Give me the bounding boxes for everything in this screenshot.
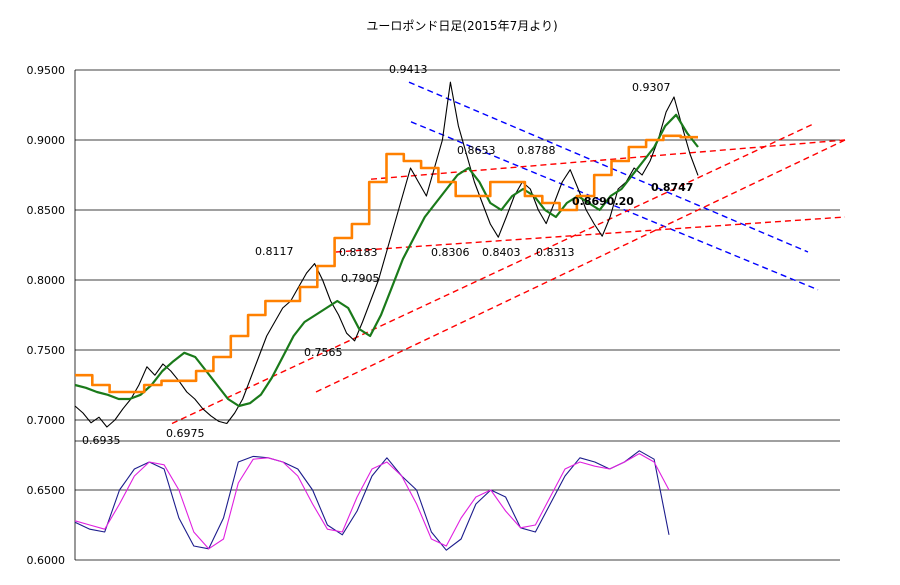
- grid: [74, 69, 840, 561]
- annotation-label: 0.9307: [632, 81, 671, 94]
- series-oscillator-magenta: [74, 453, 670, 550]
- annotation-label: 0.7905: [341, 272, 380, 285]
- annotation-label: 0.8306: [431, 246, 470, 259]
- trendline: [408, 81, 809, 253]
- trendline: [171, 123, 813, 425]
- y-tick-label: 0.8500: [27, 204, 66, 217]
- annotation-label: 0.8313: [536, 246, 575, 259]
- annotation-label: 0.9413: [389, 63, 428, 76]
- annotations: 0.9413 0.9307 0.8653 0.8788 0.8747 0.8690.20 0…: [82, 63, 693, 447]
- y-tick-label: 0.8000: [27, 274, 66, 287]
- annotation-label: 0.7565: [304, 346, 343, 359]
- trendline: [410, 121, 819, 291]
- annotation-label: 0.6975: [166, 427, 205, 440]
- annotation-label: 0.8183: [339, 246, 378, 259]
- annotation-label: 0.8690.20: [572, 195, 634, 208]
- y-tick-label: 0.6000: [27, 554, 66, 567]
- annotation-label: 0.8788: [517, 144, 556, 157]
- y-tick-label: 0.9500: [27, 64, 66, 77]
- y-tick-label: 0.6500: [27, 484, 66, 497]
- trendline: [335, 216, 846, 253]
- trendline: [370, 139, 846, 180]
- annotation-label: 0.8403: [482, 246, 521, 259]
- annotation-label: 0.8117: [255, 245, 294, 258]
- y-tick-label: 0.9000: [27, 134, 66, 147]
- series-moving-average-orange: [75, 134, 698, 394]
- series-moving-average-green: [74, 113, 699, 408]
- chart-title: ユーロポンド日足(2015年7月より): [366, 19, 557, 33]
- annotation-label: 0.6935: [82, 434, 121, 447]
- y-tick-label: 0.7000: [27, 414, 66, 427]
- annotation-label: 0.8653: [457, 144, 496, 157]
- trendlines: [171, 81, 846, 425]
- annotation-label: 0.8747: [651, 181, 693, 194]
- series-price: [74, 81, 699, 428]
- y-tick-label: 0.7500: [27, 344, 66, 357]
- y-axis: 0.9500 0.9000 0.8500 0.8000 0.7500 0.7000 0.65…: [27, 64, 66, 567]
- trendline: [315, 139, 846, 393]
- series-oscillator-blue: [74, 450, 670, 551]
- series-group: [74, 81, 699, 551]
